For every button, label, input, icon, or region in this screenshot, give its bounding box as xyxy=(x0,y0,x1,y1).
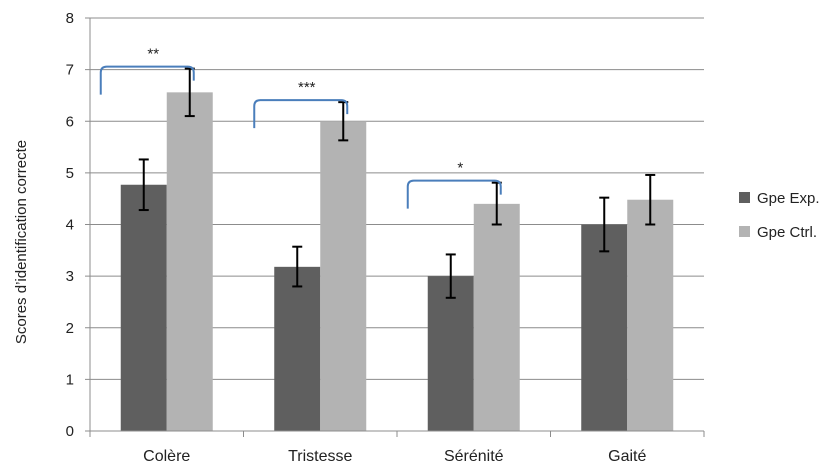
y-tick-label: 6 xyxy=(66,113,74,130)
bars xyxy=(120,92,674,431)
bar xyxy=(627,199,674,431)
axes: 0 1 2 3 4 5 6 7 8 Colère Tristesse Sérénité Gaité xyxy=(66,10,705,465)
legend-swatch xyxy=(739,192,750,203)
y-tick-label: 4 xyxy=(66,217,74,234)
significance-markers: ****** xyxy=(99,46,502,209)
x-tick-label: Colère xyxy=(143,448,190,465)
y-tick-label: 0 xyxy=(66,423,74,440)
x-tick-label: Gaité xyxy=(608,448,646,465)
y-tick-label: 3 xyxy=(66,268,74,285)
x-tick-label: Tristesse xyxy=(288,448,352,465)
y-tick-label: 1 xyxy=(66,371,74,388)
significance-bracket xyxy=(99,65,195,95)
legend-label: Gpe Ctrl. xyxy=(757,224,817,241)
bar xyxy=(427,276,474,431)
legend-swatch xyxy=(739,226,750,237)
y-tick-label: 2 xyxy=(66,320,74,337)
significance-bracket xyxy=(253,99,349,129)
y-tick-label: 7 xyxy=(66,62,74,79)
legend-label: Gpe Exp. xyxy=(757,190,820,207)
bar xyxy=(581,224,628,431)
x-tick-label: Sérénité xyxy=(444,448,504,465)
bar xyxy=(120,184,167,431)
bar xyxy=(166,92,213,431)
significance-label: * xyxy=(457,160,463,177)
bar xyxy=(274,266,321,431)
y-tick-label: 8 xyxy=(66,10,74,27)
bar xyxy=(320,121,367,431)
significance-label: ** xyxy=(147,46,159,63)
legend: Gpe Exp. Gpe Ctrl. xyxy=(739,190,820,241)
y-axis-title: Scores d’identification correcte xyxy=(13,140,30,344)
error-bars xyxy=(138,67,656,299)
significance-label: *** xyxy=(298,79,316,96)
y-tick-label: 5 xyxy=(66,165,74,182)
significance-bracket xyxy=(406,179,502,209)
bar xyxy=(473,203,520,431)
